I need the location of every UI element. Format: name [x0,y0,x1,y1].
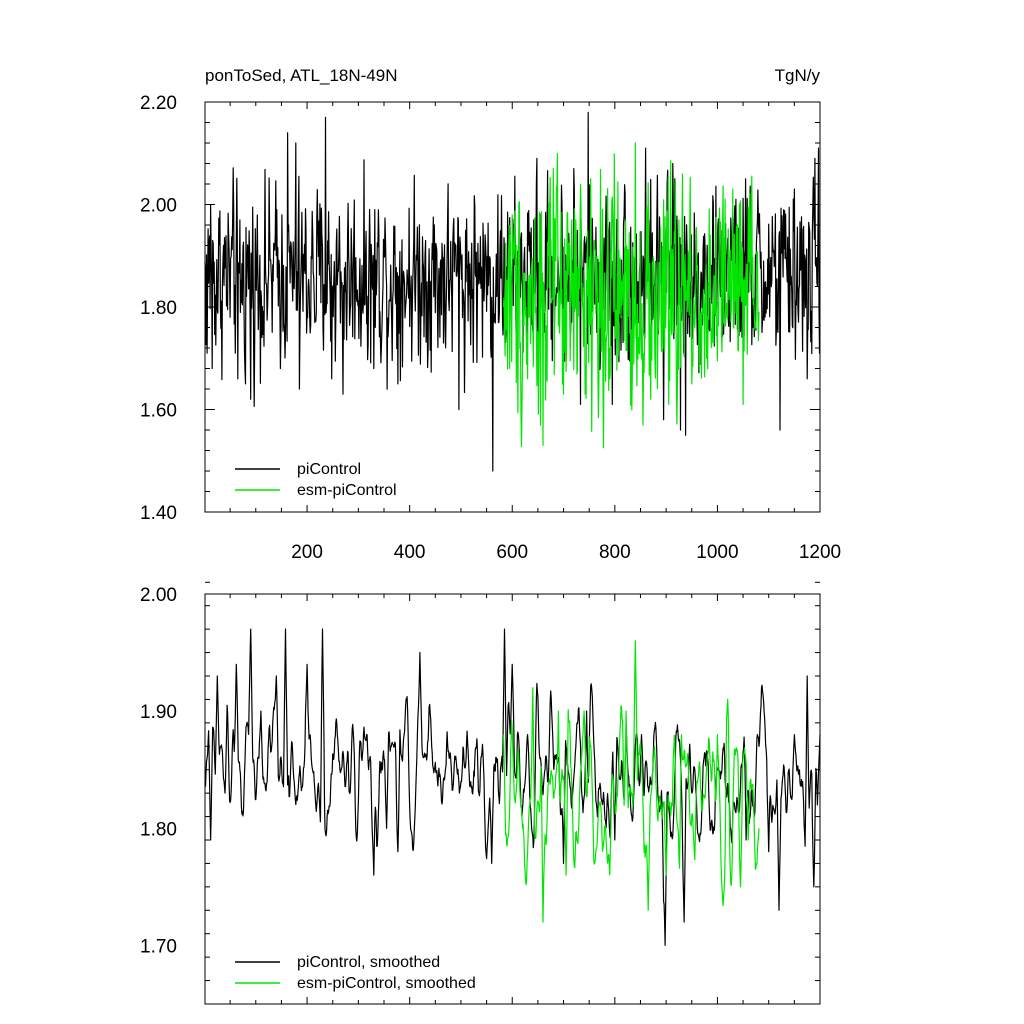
top-panel-lines [204,111,821,472]
bottom-panel-lines [204,628,821,946]
top-panel: 1.40 1.60 1.80 2.00 2.20 200 400 600 800 1000 120… [140,93,841,563]
legend-label-picontrol-smoothed: piControl, smoothed [297,954,440,971]
legend-label-picontrol: piControl [297,461,361,478]
y-tick-label: 1.80 [140,298,177,319]
top-panel-x-tick-labels: 200 400 600 800 1000 1200 [291,542,841,563]
y-tick-label: 2.00 [140,196,177,217]
top-panel-ticks [205,101,821,513]
y-tick-label: 1.60 [140,401,177,422]
y-tick-label: 2.20 [140,93,177,114]
x-tick-label: 1000 [696,542,738,563]
bottom-panel-legend: piControl, smoothed esm-piControl, smoot… [235,954,476,992]
y-tick-label: 1.90 [140,702,177,723]
top-panel-legend: piControl esm-piControl [235,461,397,499]
top-panel-y-tick-labels: 1.40 1.60 1.80 2.00 2.20 [140,93,177,524]
x-tick-label: 400 [394,542,426,563]
y-tick-label: 1.80 [140,819,177,840]
top-series-esm-picontrol-line [502,142,760,449]
legend-label-esm-picontrol: esm-piControl [297,482,397,499]
legend-label-esm-picontrol-smoothed: esm-piControl, smoothed [297,975,476,992]
plot-title-right: TgN/y [775,66,821,85]
x-tick-label: 1200 [799,542,841,563]
x-tick-label: 800 [599,542,631,563]
y-tick-label: 1.40 [140,503,177,524]
bottom-panel: 1.70 1.80 1.90 2.00 piControl, smoothed esm… [140,581,821,1005]
bottom-panel-y-tick-labels: 1.70 1.80 1.90 2.00 [140,585,177,957]
x-tick-label: 600 [496,542,528,563]
x-tick-label: 200 [291,542,323,563]
bottom-series-esm-picontrol-line [502,640,760,923]
y-tick-label: 2.00 [140,585,177,606]
bottom-panel-ticks [205,581,821,1005]
y-tick-label: 1.70 [140,936,177,957]
bottom-series-picontrol-line [204,628,821,946]
plot-title-left: ponToSed, ATL_18N-49N [205,66,397,85]
